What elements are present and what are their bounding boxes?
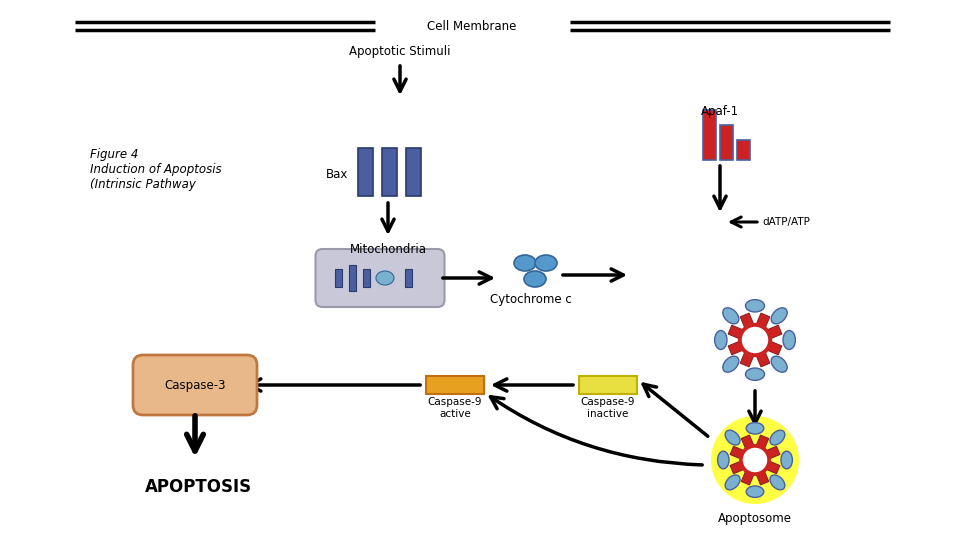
Bar [358, 148, 373, 196]
Bar [741, 467, 756, 485]
Bar [731, 460, 748, 474]
Bar [720, 125, 733, 160]
Ellipse shape [723, 308, 739, 324]
Ellipse shape [376, 271, 394, 285]
Ellipse shape [780, 451, 792, 469]
Bar [762, 447, 780, 461]
Text: Bax: Bax [325, 168, 348, 181]
Bar [406, 148, 421, 196]
Bar [363, 269, 370, 287]
Bar [740, 347, 756, 367]
Bar [741, 435, 756, 453]
Ellipse shape [771, 356, 787, 372]
Ellipse shape [535, 255, 557, 271]
Ellipse shape [725, 475, 740, 490]
Text: Apoptotic Stimuli: Apoptotic Stimuli [349, 45, 451, 58]
Ellipse shape [524, 271, 546, 287]
Ellipse shape [725, 430, 740, 445]
Text: Mitochondria: Mitochondria [349, 243, 426, 256]
Ellipse shape [771, 308, 787, 324]
Bar [334, 269, 342, 287]
Text: Caspase-9
active: Caspase-9 active [428, 397, 482, 418]
Text: Cell Membrane: Cell Membrane [427, 19, 516, 32]
Ellipse shape [783, 330, 796, 349]
Text: Apoptosome: Apoptosome [718, 512, 792, 525]
Ellipse shape [718, 451, 729, 469]
Bar [755, 347, 770, 367]
Bar [348, 265, 355, 291]
Circle shape [740, 325, 770, 355]
Ellipse shape [714, 330, 727, 349]
Text: dATP/ATP: dATP/ATP [762, 217, 810, 227]
Bar [755, 435, 769, 453]
Ellipse shape [746, 423, 764, 434]
Text: Caspase-9
inactive: Caspase-9 inactive [581, 397, 636, 418]
Ellipse shape [770, 475, 785, 490]
Bar [382, 148, 397, 196]
Circle shape [741, 446, 769, 474]
FancyBboxPatch shape [133, 355, 257, 415]
Bar [703, 110, 716, 160]
Bar [426, 376, 484, 394]
Ellipse shape [723, 356, 739, 372]
Ellipse shape [746, 300, 764, 312]
Text: Figure 4
Induction of Apoptosis
(Intrinsic Pathway: Figure 4 Induction of Apoptosis (Intrins… [90, 148, 222, 191]
Text: Cytochrome c: Cytochrome c [491, 293, 572, 306]
Bar [579, 376, 637, 394]
Ellipse shape [746, 486, 764, 497]
Bar [762, 340, 781, 355]
Bar [740, 313, 756, 333]
Bar [737, 140, 750, 160]
Bar [762, 325, 781, 341]
Bar [755, 313, 770, 333]
Text: APOPTOSIS: APOPTOSIS [145, 478, 252, 496]
Bar [731, 447, 748, 461]
Bar [729, 325, 748, 341]
Bar [762, 460, 780, 474]
Bar [729, 340, 748, 355]
Ellipse shape [514, 255, 536, 271]
Text: Apaf-1: Apaf-1 [701, 105, 739, 118]
Bar [755, 467, 769, 485]
Text: Caspase-3: Caspase-3 [164, 379, 226, 392]
Bar [404, 269, 412, 287]
Ellipse shape [770, 430, 785, 445]
Ellipse shape [746, 368, 764, 380]
FancyBboxPatch shape [316, 249, 444, 307]
Circle shape [711, 416, 799, 504]
